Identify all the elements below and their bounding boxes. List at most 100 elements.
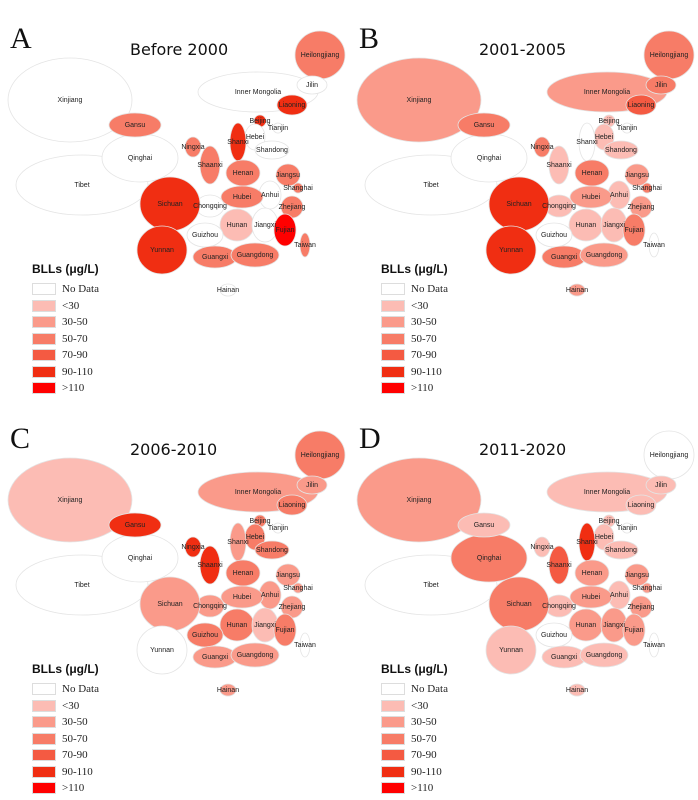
province-label: Shandong (256, 147, 288, 154)
province-label: Gansu (474, 122, 495, 129)
province-label: Henan (233, 570, 254, 577)
map-panel-d: Xinjiang Tibet Qinghai Gansu Inner Mongolia H… (349, 400, 698, 800)
province-label: Beijing (598, 118, 619, 125)
province-label: Taiwan (294, 642, 316, 649)
legend-label: 70-90 (411, 749, 437, 762)
province-label: Inner Mongolia (235, 89, 281, 96)
legend-label: 50-70 (411, 332, 437, 345)
province-jilin (296, 475, 328, 495)
province-taiwan (648, 232, 660, 258)
province-label: Henan (233, 170, 254, 177)
legend: BLLs (μg/L) No Data <30 30-50 50-70 70-90 90-1… (381, 662, 448, 797)
province-fujian (273, 613, 297, 647)
province-label: Jilin (306, 482, 318, 489)
province-hubei (569, 585, 613, 609)
province-xinjiang (7, 457, 133, 543)
province-jiangsu (275, 163, 301, 187)
province-label: Hunan (576, 222, 597, 229)
legend-label: <30 (411, 699, 429, 712)
legend-item: <30 (32, 298, 99, 315)
legend-item: 30-50 (381, 314, 448, 331)
province-gansu (457, 512, 511, 538)
legend-item: 70-90 (32, 747, 99, 764)
legend-swatch (381, 316, 405, 329)
china-map: Xinjiang Tibet Qinghai Gansu Inner Mongolia H… (356, 430, 695, 697)
province-label: Tianjin (617, 525, 637, 532)
legend-swatch (32, 299, 56, 312)
legend-label: No Data (411, 283, 448, 296)
panel-title: 2001-2005 (479, 40, 567, 59)
province-shanghai (292, 182, 304, 194)
legend-item: 50-70 (32, 331, 99, 348)
province-label: Shaanxi (546, 562, 572, 569)
province-label: Shaanxi (546, 162, 572, 169)
province-fujian (622, 213, 646, 247)
province-label: Guangxi (202, 254, 229, 261)
legend-label: 90-110 (411, 765, 442, 778)
province-label: Jiangsu (276, 172, 300, 179)
province-label: Hainan (217, 687, 239, 694)
legend-swatch (32, 765, 56, 778)
province-label: Qinghai (477, 555, 502, 562)
legend-swatch (381, 699, 405, 712)
legend-item: 70-90 (381, 347, 448, 364)
province-yunnan (136, 225, 188, 275)
province-label: Yunnan (499, 247, 523, 254)
province-label: Tibet (74, 582, 89, 589)
panel-letter: A (10, 22, 32, 55)
legend-item: <30 (381, 298, 448, 315)
panel-title: Before 2000 (130, 40, 229, 59)
legend-item: >110 (381, 380, 448, 397)
province-taiwan (648, 632, 660, 658)
province-label: Hunan (227, 222, 248, 229)
province-label: Chongqing (193, 203, 227, 210)
province-label: Gansu (474, 522, 495, 529)
province-liaoning (625, 494, 657, 516)
province-label: Xinjiang (58, 497, 83, 504)
province-label: Qinghai (128, 155, 153, 162)
legend-swatch (32, 382, 56, 395)
province-label: Tianjin (617, 125, 637, 132)
province-label: Anhui (610, 592, 628, 599)
legend-swatch (32, 316, 56, 329)
province-jilin (645, 75, 677, 95)
province-label: Heilongjiang (301, 52, 340, 59)
legend-label: 90-110 (62, 765, 93, 778)
province-label: Zhejiang (628, 604, 655, 611)
province-label: Jiangsu (625, 172, 649, 179)
legend-swatch (32, 349, 56, 362)
province-tianjin (272, 522, 284, 534)
province-hainan (568, 683, 586, 697)
province-label: Hainan (217, 287, 239, 294)
china-map: Xinjiang Tibet Qinghai Gansu Inner Mongolia H… (7, 430, 346, 697)
province-label: Tibet (74, 182, 89, 189)
province-guangdong (230, 642, 280, 668)
legend-title: BLLs (μg/L) (32, 262, 99, 276)
province-guangdong (579, 642, 629, 668)
province-guangdong (579, 242, 629, 268)
province-label: Gansu (125, 522, 146, 529)
province-label: Guizhou (192, 632, 218, 639)
province-label: Chongqing (193, 603, 227, 610)
province-label: Shanxi (576, 539, 598, 546)
province-label: Anhui (261, 192, 279, 199)
province-label: Gansu (125, 122, 146, 129)
province-label: Hebei (246, 534, 265, 541)
province-label: Ningxia (181, 144, 204, 151)
legend-item: 50-70 (381, 331, 448, 348)
legend-label: >110 (411, 382, 434, 395)
legend-label: 30-50 (411, 716, 437, 729)
province-label: Taiwan (643, 242, 665, 249)
province-label: Guangxi (202, 654, 229, 661)
province-label: Guangdong (586, 252, 623, 259)
province-label: Guizhou (541, 232, 567, 239)
province-label: Yunnan (150, 247, 174, 254)
legend: BLLs (μg/L) No Data <30 30-50 50-70 70-90 90-1… (381, 262, 448, 397)
province-hubei (220, 585, 264, 609)
province-label: Jiangxi (254, 222, 276, 229)
legend-label: 50-70 (411, 732, 437, 745)
province-shanghai (292, 582, 304, 594)
province-label: Yunnan (150, 647, 174, 654)
legend-title: BLLs (μg/L) (381, 662, 448, 676)
province-label: Shanxi (227, 539, 249, 546)
